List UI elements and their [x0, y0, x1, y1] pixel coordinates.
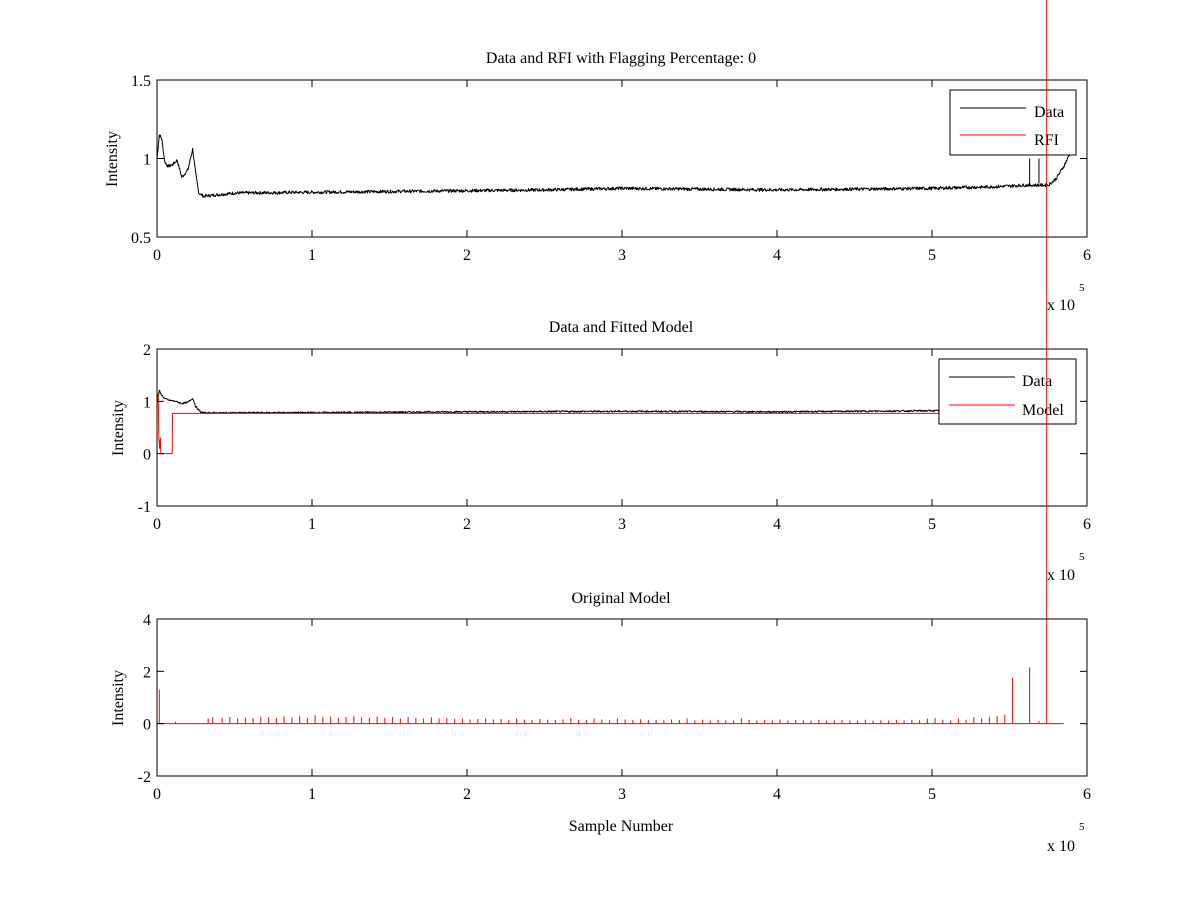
x-tick-label: 3	[618, 516, 626, 533]
panel-3-x-multiplier-exponent: 5	[1079, 821, 1085, 833]
panel-2-axes-box	[156, 348, 1088, 507]
x-tick-label: 4	[773, 247, 781, 264]
x-tick-label: 6	[1083, 247, 1091, 264]
x-tick-label: 2	[463, 786, 471, 803]
x-tick-label: 6	[1083, 516, 1091, 533]
x-tick-label: 0	[153, 786, 161, 803]
panel-3-ylabel: Intensity	[110, 670, 127, 726]
y-tick-label: 1	[143, 394, 151, 411]
panel-2-title: Data and Fitted Model	[549, 319, 694, 336]
y-tick-label: 0	[143, 447, 151, 464]
panel-1-x-multiplier: x 10	[1047, 297, 1075, 314]
y-tick-label: 1.5	[131, 73, 151, 90]
panel-1-axes-box	[156, 79, 1088, 238]
x-tick-label: 5	[928, 516, 936, 533]
panel-3-series	[157, 0, 1064, 725]
y-tick-label: 0.5	[131, 230, 151, 247]
x-tick-label: 3	[618, 786, 626, 803]
y-tick-label: -1	[138, 499, 151, 516]
panel-1-legend-label-data: Data	[1034, 104, 1064, 121]
panel-3-axes-box	[156, 618, 1088, 777]
panel-1-title: Data and RFI with Flagging Percentage: 0	[486, 50, 756, 67]
panel-3-xlabel: Sample Number	[569, 818, 674, 835]
x-tick-label: 4	[773, 786, 781, 803]
panel-1-x-multiplier-exponent: 5	[1079, 282, 1085, 294]
panel-3-title: Original Model	[571, 590, 671, 607]
y-tick-label: 2	[143, 342, 151, 359]
panel-2-x-multiplier-exponent: 5	[1079, 551, 1085, 563]
x-tick-label: 1	[308, 786, 316, 803]
panel-3-x-multiplier: x 10	[1047, 838, 1075, 855]
panel-2-x-multiplier: x 10	[1047, 567, 1075, 584]
x-tick-label: 3	[618, 247, 626, 264]
x-tick-label: 1	[308, 516, 316, 533]
series-line-data	[156, 134, 1072, 198]
x-tick-label: 5	[928, 786, 936, 803]
panel-1-legend: Data RFI	[949, 89, 1077, 156]
x-tick-label: 0	[153, 516, 161, 533]
panel-2-legend-label-model: Model	[1022, 402, 1064, 419]
panel-1-legend-box	[949, 89, 1077, 156]
panel-2-legend: Data Model	[938, 358, 1077, 425]
x-tick-label: 0	[153, 247, 161, 264]
x-tick-label: 5	[928, 247, 936, 264]
panel-2-legend-box	[938, 358, 1077, 425]
x-tick-label: 6	[1083, 786, 1091, 803]
y-tick-label: -2	[138, 769, 151, 786]
y-tick-label: 0	[143, 717, 151, 734]
panel-1-series	[156, 134, 1072, 198]
y-tick-label: 1	[143, 152, 151, 169]
panel-2-ylabel: Intensity	[110, 400, 127, 456]
x-tick-label: 1	[308, 247, 316, 264]
series-line-data	[156, 389, 1010, 415]
panel-1-ylabel: Intensity	[104, 131, 121, 187]
y-tick-label: 2	[143, 664, 151, 681]
x-tick-label: 2	[463, 516, 471, 533]
x-tick-label: 2	[463, 247, 471, 264]
x-tick-label: 4	[773, 516, 781, 533]
panel-2-legend-label-data: Data	[1022, 373, 1052, 390]
y-tick-label: 4	[143, 612, 151, 629]
